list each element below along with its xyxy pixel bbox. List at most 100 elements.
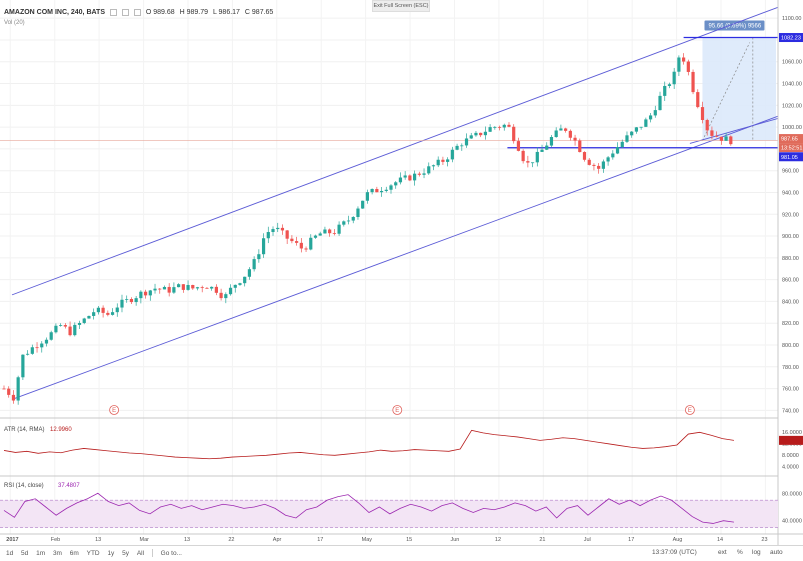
range-1y[interactable]: 1y bbox=[107, 549, 115, 557]
range-3m[interactable]: 3m bbox=[52, 549, 62, 557]
candle-body bbox=[431, 165, 436, 167]
candle-body bbox=[724, 136, 728, 141]
time-tick-label: Jul bbox=[584, 537, 591, 543]
candle-body bbox=[266, 232, 270, 239]
candle-body bbox=[559, 128, 563, 131]
range-5y[interactable]: 5y bbox=[122, 549, 129, 557]
candle-body bbox=[691, 71, 695, 93]
candle-body bbox=[252, 259, 256, 270]
candle-body bbox=[92, 312, 96, 316]
time-tick-label: 2017 bbox=[6, 537, 18, 543]
exit-fullscreen-button[interactable]: Exit Full Screen (ESC) bbox=[372, 0, 430, 12]
time-axis: 2017 Feb 13 Mar 13 22 Apr 17 May 15 Jun 12 21 Jul 17 Au… bbox=[0, 417, 803, 543]
candle-body bbox=[214, 286, 218, 293]
candle-body bbox=[521, 150, 525, 162]
candle-body bbox=[285, 230, 289, 239]
candle-body bbox=[106, 312, 110, 315]
candle-body bbox=[257, 254, 261, 260]
candle-body bbox=[630, 131, 634, 136]
candle-body bbox=[96, 307, 100, 313]
candle-body bbox=[370, 188, 374, 193]
time-tick-label: 21 bbox=[539, 537, 545, 543]
earnings-marker bbox=[392, 405, 403, 415]
range-5d[interactable]: 5d bbox=[21, 549, 29, 557]
ext-toggle[interactable]: ext bbox=[718, 549, 727, 556]
target-price-label: 1082.23 bbox=[781, 36, 801, 42]
time-tick-label: 13 bbox=[184, 537, 190, 543]
volume-label: Vol (20) bbox=[4, 20, 25, 26]
candle-body bbox=[719, 136, 723, 141]
candle-body bbox=[573, 137, 577, 141]
candle-body bbox=[705, 120, 709, 131]
range-1m[interactable]: 1m bbox=[36, 549, 46, 557]
candle-body bbox=[49, 332, 53, 340]
candle-body bbox=[351, 216, 355, 221]
high-value: H 989.79 bbox=[179, 9, 208, 17]
open-value: O 989.68 bbox=[145, 9, 175, 17]
candle-body bbox=[493, 126, 497, 128]
candle-body bbox=[304, 248, 308, 250]
candle-body bbox=[172, 287, 176, 293]
candle-body bbox=[436, 159, 440, 166]
candle-body bbox=[526, 161, 530, 163]
candle-body bbox=[233, 284, 237, 288]
settings-icon[interactable] bbox=[109, 9, 117, 16]
support-price-label-bg bbox=[779, 152, 803, 162]
candle-body bbox=[243, 276, 247, 284]
candle-body bbox=[68, 326, 72, 336]
price-tick-label: 880.00 bbox=[782, 256, 799, 262]
log-toggle[interactable]: log bbox=[752, 549, 761, 556]
visibility-icon[interactable] bbox=[121, 9, 129, 16]
earnings-marker bbox=[109, 405, 120, 415]
candle-body bbox=[200, 287, 204, 289]
candle-body bbox=[474, 132, 478, 136]
time-tick-label: Apr bbox=[273, 537, 282, 543]
candle-body bbox=[568, 130, 572, 138]
price-tick-label: 800.00 bbox=[782, 343, 799, 349]
candle-body bbox=[313, 235, 318, 238]
measure-label-box bbox=[704, 20, 765, 31]
candle-body bbox=[328, 229, 332, 234]
remove-icon[interactable] bbox=[133, 9, 141, 16]
range-all[interactable]: All bbox=[136, 549, 145, 557]
candle-body bbox=[483, 131, 487, 136]
last-price-label-bg bbox=[779, 134, 803, 144]
candle-body bbox=[615, 147, 620, 154]
candle-body bbox=[729, 136, 733, 145]
candle-body bbox=[11, 394, 16, 401]
candle-body bbox=[469, 135, 473, 139]
range-6m[interactable]: 6m bbox=[69, 549, 79, 557]
candle-body bbox=[318, 233, 322, 236]
candle-body bbox=[365, 192, 370, 201]
low-value: L 986.17 bbox=[212, 9, 240, 17]
atr-tick-label: 16.0000 bbox=[782, 430, 802, 436]
toolbar-divider bbox=[151, 549, 153, 557]
range-ytd[interactable]: YTD bbox=[86, 549, 100, 557]
candle-body bbox=[658, 95, 662, 111]
price-grid bbox=[0, 0, 778, 534]
candle-body bbox=[710, 130, 714, 136]
goto-button[interactable]: Go to... bbox=[160, 549, 182, 557]
candle-body bbox=[682, 57, 686, 62]
last-price-label: 987.65 bbox=[781, 137, 798, 143]
candle-body bbox=[63, 325, 67, 327]
support-price-label: 981.05 bbox=[781, 155, 798, 161]
candle-body bbox=[394, 182, 398, 186]
measure-rect bbox=[702, 37, 776, 141]
range-1d[interactable]: 1d bbox=[6, 549, 14, 557]
candle-body bbox=[606, 157, 610, 162]
percent-toggle[interactable]: % bbox=[737, 549, 743, 556]
candle-body bbox=[634, 127, 639, 132]
candle-body bbox=[129, 298, 134, 303]
candle-body bbox=[309, 237, 313, 250]
candle-body bbox=[578, 140, 582, 153]
auto-toggle[interactable]: auto bbox=[770, 549, 783, 556]
candle-body bbox=[379, 190, 384, 193]
atr-value: 12.9960 bbox=[50, 427, 72, 433]
price-tick-label: 1040.00 bbox=[782, 82, 802, 88]
candle-body bbox=[672, 71, 676, 85]
candle-body bbox=[516, 141, 521, 151]
candle-body bbox=[512, 126, 516, 142]
